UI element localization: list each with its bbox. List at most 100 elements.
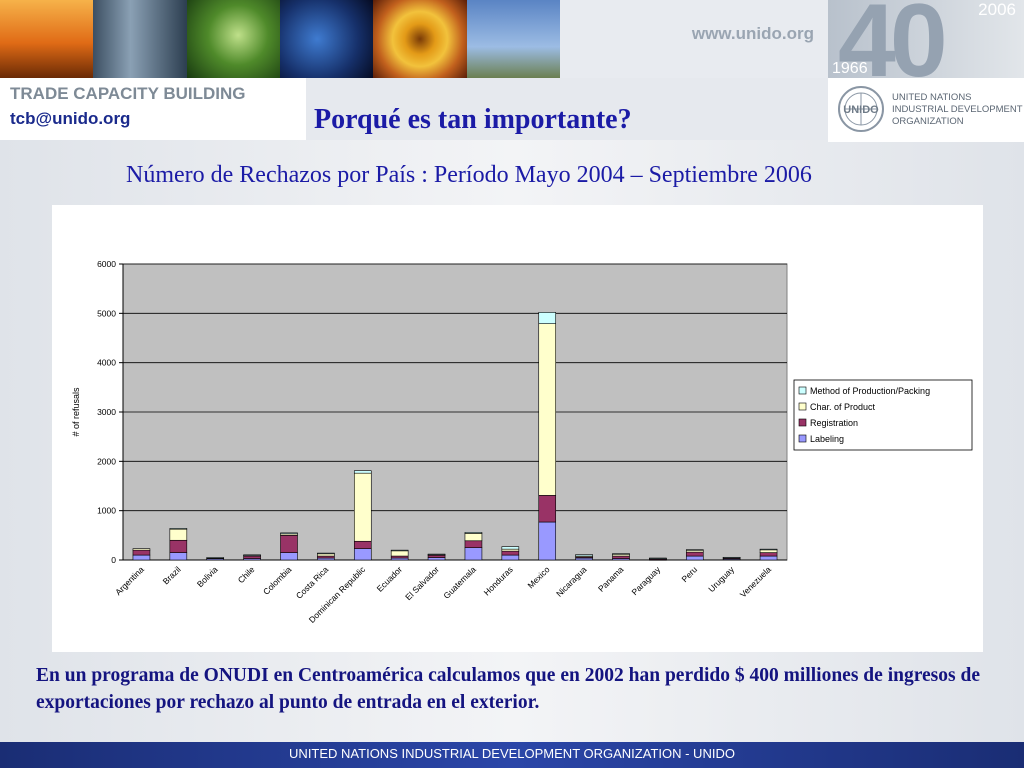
legend-swatch [798, 418, 807, 427]
chart-panel: 0 1000 2000 3000 4000 5000 6000 Argentina Brazil… [52, 205, 983, 652]
bar-segment [169, 528, 188, 541]
x-tick-label: Uruguay [706, 564, 736, 594]
y-tick-label: 3000 [97, 407, 116, 417]
legend-swatch [798, 402, 807, 411]
y-tick-label: 6000 [97, 259, 116, 269]
x-tick-label: Mexico [526, 564, 552, 590]
tcb-box: TRADE CAPACITY BUILDING tcb@unido.org [0, 78, 306, 140]
bar-segment [538, 495, 557, 523]
header-photo-leaf [186, 0, 280, 78]
org-name: UNITED NATIONS INDUSTRIAL DEVELOPMENT OR… [892, 92, 1023, 128]
bar-segment [353, 470, 372, 474]
bar-segment [169, 539, 188, 553]
website-area: www.unido.org [560, 0, 828, 78]
unido-logo-box: UNIDO UNITED NATIONS INDUSTRIAL DEVELOPM… [828, 78, 1024, 142]
website-url[interactable]: www.unido.org [691, 24, 814, 43]
bar-segment [132, 548, 151, 551]
bar-segment [132, 554, 151, 561]
y-tick-label: 2000 [97, 456, 116, 466]
bar-segment [538, 323, 557, 496]
x-tick-label: Panama [596, 564, 626, 594]
legend-label: Registration [810, 418, 858, 428]
y-tick-label: 0 [111, 555, 116, 565]
refusals-bar-chart: 0 1000 2000 3000 4000 5000 6000 Argentina Brazil… [71, 259, 973, 625]
org-name-line: INDUSTRIAL DEVELOPMENT [892, 104, 1023, 115]
bar-segment [280, 535, 298, 553]
bar-segment [280, 552, 298, 561]
anniversary-logo: 40 2006 1966 [828, 0, 1024, 78]
org-name-line: UNITED NATIONS [892, 92, 972, 103]
legend-label: Char. of Product [810, 402, 876, 412]
slide-paragraph: En un programa de ONUDI en Centroamérica… [36, 665, 980, 713]
bar-segment [280, 532, 298, 535]
legend-label: Labeling [810, 434, 844, 444]
legend-label: Method of Production/Packing [810, 386, 930, 396]
bar-segment [464, 532, 483, 534]
x-tick-label: Nicaragua [554, 564, 589, 599]
unido-logo-text: UNIDO [843, 104, 879, 116]
x-tick-label: Guatemala [441, 564, 478, 601]
anniversary-year-end: 2006 [978, 0, 1016, 19]
bar-segment [538, 521, 557, 561]
bar-segment [390, 549, 409, 552]
bar-segment [243, 554, 261, 556]
bar-segment [390, 550, 409, 557]
bar-segment [649, 557, 667, 560]
y-tick-label: 1000 [97, 506, 116, 516]
bar-segment [464, 540, 483, 548]
bar-segment [317, 552, 335, 555]
header-photo-test-tubes [93, 0, 187, 78]
x-tick-label: Brazil [161, 564, 183, 586]
bar-segment [169, 552, 188, 561]
header-photo-sunflower [373, 0, 467, 78]
bar-segment [501, 550, 520, 556]
bar-segment [501, 546, 520, 550]
x-tick-label: Paraguay [630, 564, 663, 597]
bar-segment [685, 555, 704, 561]
un-emblem-icon: UNIDO [838, 86, 884, 132]
x-tick-label: El Salvador [403, 564, 441, 602]
x-tick-label: Costa Rica [294, 564, 331, 601]
x-tick-label: Peru [679, 564, 699, 584]
legend-swatch [798, 386, 807, 395]
footer-bar: UNITED NATIONS INDUSTRIAL DEVELOPMENT OR… [0, 742, 1024, 768]
bar-segment [132, 549, 151, 556]
bar-segment [685, 551, 704, 557]
org-name-line: ORGANIZATION [892, 116, 964, 127]
bar-segment [759, 548, 778, 551]
x-tick-label: Colombia [261, 564, 294, 597]
x-tick-label: Argentina [113, 564, 146, 597]
bar-segment [685, 549, 704, 551]
x-tick-label: Chile [236, 564, 257, 585]
bar-segment [353, 548, 372, 561]
header-photo-child [0, 0, 94, 78]
bar-segment [722, 556, 741, 559]
bar-segment [759, 555, 778, 561]
bar-segment [243, 555, 261, 559]
header-photo-strip [0, 0, 560, 78]
bar-segment [575, 554, 593, 557]
bar-segment [427, 557, 446, 561]
bar-segment [612, 553, 630, 555]
slide-subtitle: Número de Rechazos por País : Período Ma… [126, 162, 812, 188]
tcb-title: TRADE CAPACITY BUILDING [10, 84, 246, 103]
tcb-email[interactable]: tcb@unido.org [10, 109, 131, 128]
anniversary-year-start: 1966 [832, 60, 868, 77]
y-tick-label: 4000 [97, 358, 116, 368]
y-tick-label: 5000 [97, 308, 116, 318]
bar-segment [759, 552, 778, 557]
bar-segment [427, 553, 446, 556]
bar-segment [464, 533, 483, 542]
bar-segment [353, 472, 372, 542]
footer-text: UNITED NATIONS INDUSTRIAL DEVELOPMENT OR… [289, 746, 735, 761]
y-axis-label: # of refusals [71, 387, 81, 437]
x-tick-label: Bolivia [195, 564, 220, 589]
bar-segment [206, 557, 225, 559]
bar-segment [169, 528, 188, 530]
bar-segment [353, 540, 372, 549]
bar-segment [538, 312, 557, 324]
header-photo-wind-turbines [466, 0, 560, 78]
x-tick-label: Venezuela [738, 564, 773, 599]
bar-segment [612, 555, 630, 559]
legend-box [793, 379, 973, 451]
